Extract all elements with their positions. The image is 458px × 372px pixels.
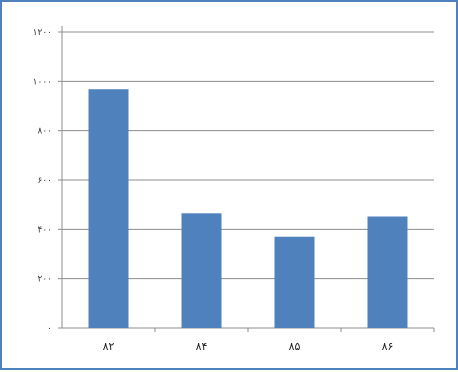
y-tick-label: ۱۲۰۰: [33, 28, 52, 38]
bar: [274, 236, 315, 328]
y-tick-label: ۰: [47, 324, 52, 334]
y-tick-label: ۴۰۰: [37, 225, 52, 235]
x-tick-label: ۸۵: [289, 340, 301, 353]
x-tick-label: ۸۴: [196, 340, 208, 353]
y-tick-label: ۶۰۰: [37, 176, 52, 186]
y-tick-label: ۱۰۰۰: [33, 77, 52, 87]
bar: [88, 89, 129, 328]
x-tick-label: ۸۲: [103, 340, 115, 353]
y-tick-label: ۲۰۰: [37, 275, 52, 285]
bar: [367, 216, 408, 328]
y-tick-label: ۸۰۰: [37, 127, 52, 137]
x-tick-labels: ۸۲ ۸۴ ۸۵ ۸۶: [103, 340, 394, 353]
bar: [181, 213, 222, 328]
y-tick-labels: ۰ ۲۰۰ ۴۰۰ ۶۰۰ ۸۰۰ ۱۰۰۰ ۱۲۰۰: [33, 28, 52, 334]
x-tick-label: ۸۶: [382, 340, 394, 353]
bars: [88, 89, 408, 328]
